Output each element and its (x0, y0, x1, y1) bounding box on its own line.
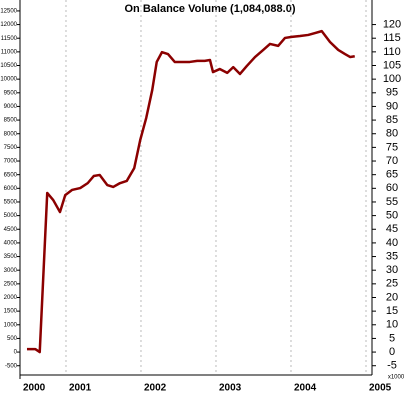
x-tick-label: 2003 (219, 383, 242, 394)
y-tick-label-left: 1500 (4, 309, 18, 315)
y-tick-label-left: 9500 (4, 90, 18, 96)
y-tick-label-left: 10500 (0, 63, 17, 69)
y-tick-label-left: 7000 (4, 159, 18, 165)
y-tick-label: 0 (389, 346, 395, 358)
y-tick-label-left: 12000 (0, 22, 17, 28)
y-tick-label-left: 8500 (4, 118, 18, 124)
y-tick-label: 95 (386, 87, 398, 99)
y-tick-label: 5 (389, 332, 395, 344)
obv-line (26, 29, 355, 354)
y-tick-label-left: 9000 (4, 104, 18, 110)
y-tick-label-left: -500 (5, 363, 18, 369)
y-tick-label: 100 (383, 73, 401, 85)
x-tick-label: 2002 (144, 383, 167, 394)
y-tick-label: 75 (386, 141, 398, 153)
y-tick-label: 40 (386, 237, 398, 249)
y-tick-label-left: 11000 (1, 49, 18, 55)
x-tick-label: 2001 (69, 383, 92, 394)
y-tick-label-left: 10000 (0, 77, 17, 83)
y-tick-label: 60 (386, 182, 398, 194)
y-tick-label-left: 5500 (4, 200, 18, 206)
y-tick-label: 15 (386, 305, 398, 317)
y-tick-label-left: 11500 (1, 36, 18, 42)
y-tick-label: 70 (386, 155, 398, 167)
y-tick-label: -5 (387, 360, 397, 372)
y-tick-label-left: 4000 (4, 240, 18, 246)
y-tick-label-left: 6500 (4, 172, 18, 178)
y-tick-label: 65 (386, 169, 398, 181)
y-tick-label-left: 500 (7, 336, 18, 342)
y-tick-label: 90 (386, 100, 398, 112)
y-tick-label: 20 (386, 291, 398, 303)
y-tick-label: 115 (383, 32, 401, 44)
y-tick-label-left: 3000 (4, 268, 18, 274)
y-tick-label: 45 (386, 223, 398, 235)
y-tick-label-left: 5000 (4, 213, 18, 219)
y-tick-label-left: 0 (14, 350, 18, 356)
y-tick-label: 80 (386, 128, 398, 140)
y-tick-label: 25 (386, 278, 398, 290)
chart-title: On Balance Volume (1,084,088.0) (125, 3, 296, 15)
y-tick-label: 35 (386, 250, 398, 262)
x-tick-label: 2005 (369, 383, 392, 394)
y-tick-label-left: 7500 (4, 145, 18, 151)
y-tick-label: 110 (383, 46, 401, 58)
y-tick-label: 85 (386, 114, 398, 126)
y-tick-label-left: 4500 (4, 227, 18, 233)
y-tick-label-left: 2500 (4, 281, 18, 287)
y-tick-label: 55 (386, 196, 398, 208)
y-tick-label: 30 (386, 264, 398, 276)
y-tick-label: 105 (383, 59, 401, 71)
x-tick-label: 2000 (23, 383, 46, 394)
y-tick-label-left: 8000 (4, 131, 18, 137)
y-tick-label: 10 (386, 319, 398, 331)
y-tick-label-left: 1000 (4, 322, 18, 328)
y-tick-label-left: 3500 (4, 254, 18, 260)
y-tick-label-left: 6000 (4, 186, 18, 192)
y-tick-label-left: 2000 (4, 295, 18, 301)
x-tick-label: 2004 (294, 383, 317, 394)
y-unit: x1000 (388, 375, 405, 381)
y-tick-label: 50 (386, 210, 398, 222)
y-tick-label: 120 (383, 18, 401, 30)
y-tick-label-left: 12500 (0, 8, 17, 14)
